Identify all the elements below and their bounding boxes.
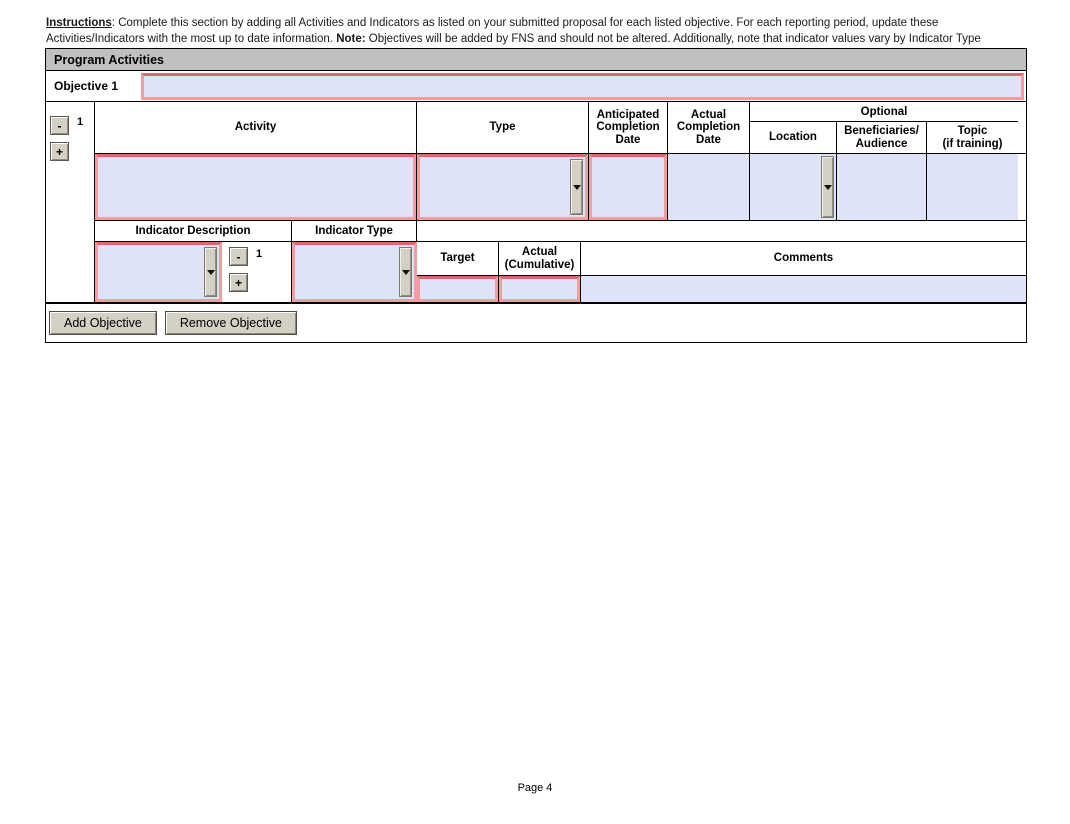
activity-row-number: 1 <box>77 116 84 128</box>
comments-input[interactable] <box>581 276 1026 302</box>
header-anticipated-line1: Anticipated <box>596 108 660 121</box>
indicator-description-combobox[interactable] <box>95 242 222 302</box>
cell-beneficiaries-audience <box>837 154 927 220</box>
header-comments: Comments <box>581 242 1026 276</box>
header-topic-line2: (if training) <box>942 137 1003 150</box>
instructions-label: Instructions <box>46 17 112 29</box>
cell-target <box>417 276 499 302</box>
cell-type <box>417 154 589 220</box>
header-indicator-description: Indicator Description <box>95 221 292 241</box>
cell-comments <box>581 276 1026 302</box>
chevron-down-icon[interactable] <box>204 247 217 297</box>
target-input[interactable] <box>417 276 498 302</box>
instructions-line1: : Complete this section by adding all Ac… <box>46 17 939 45</box>
header-actual-cumulative-line2: (Cumulative) <box>504 258 575 271</box>
chevron-down-icon[interactable] <box>399 247 412 297</box>
header-indicator-spacer <box>417 221 1026 241</box>
instructions-line2-pre: Indicators with the most up to date info… <box>94 32 337 45</box>
cell-anticipated-completion-date <box>589 154 668 220</box>
indicator-metrics-body-row <box>417 276 1026 302</box>
page-number: Page 4 <box>517 782 553 794</box>
indicator-row-number: 1 <box>256 248 263 260</box>
header-beneficiaries-line1: Beneficiaries/ <box>844 125 919 137</box>
remove-activity-row-button[interactable]: - <box>50 116 69 135</box>
header-actual-line3: Date <box>696 133 721 146</box>
remove-indicator-row-button[interactable]: - <box>229 247 248 266</box>
cell-topic <box>927 154 1018 220</box>
actual-cumulative-input[interactable] <box>499 276 580 302</box>
header-anticipated-completion-date: Anticipated Completion Date <box>589 102 668 153</box>
anticipated-completion-date-input[interactable] <box>589 154 667 220</box>
header-beneficiaries-audience: Beneficiaries/ Audience <box>837 122 927 153</box>
header-actual-line1: Actual <box>690 108 727 121</box>
header-type: Type <box>417 102 589 153</box>
header-actual-line2: Completion <box>676 121 741 134</box>
cell-actual-cumulative <box>499 276 581 302</box>
header-activity: Activity <box>95 102 417 153</box>
indicator-metrics-header-row: Target Actual (Cumulative) Comments <box>417 242 1026 276</box>
section-title: Program Activities <box>46 49 1026 71</box>
topic-input[interactable] <box>927 154 1018 220</box>
header-actual-cumulative: Actual (Cumulative) <box>499 242 581 276</box>
header-actual-cumulative-line1: Actual <box>521 246 558 258</box>
cell-indicator-description: - + 1 <box>95 242 292 302</box>
instructions-note-label: Note: <box>336 32 366 45</box>
header-actual-completion-date: Actual Completion Date <box>668 102 750 153</box>
cell-location <box>750 154 837 220</box>
objective-button-bar: Add Objective Remove Objective <box>46 304 1026 342</box>
header-topic-line1: Topic <box>957 125 988 137</box>
location-combobox[interactable] <box>750 154 836 220</box>
activity-row-controls: - + 1 <box>46 102 95 302</box>
header-indicator-type: Indicator Type <box>292 221 417 241</box>
add-indicator-row-button[interactable]: + <box>229 273 248 292</box>
objective-label: Objective 1 <box>46 71 141 101</box>
header-location: Location <box>750 122 837 153</box>
chevron-down-icon[interactable] <box>821 156 834 218</box>
indicator-metrics-group: Target Actual (Cumulative) Comments <box>417 242 1026 302</box>
cell-indicator-type <box>292 242 417 302</box>
indicator-row-controls: - + 1 <box>222 242 292 302</box>
indicator-header-row: Indicator Description Indicator Type <box>95 221 1026 242</box>
indicator-type-combobox[interactable] <box>292 242 417 302</box>
header-anticipated-line2: Completion <box>596 121 660 134</box>
add-activity-row-button[interactable]: + <box>50 142 69 161</box>
program-activities-form: Program Activities Objective 1 - + 1 Act… <box>45 48 1027 343</box>
add-objective-button[interactable]: Add Objective <box>49 311 157 335</box>
activities-grid-body: Activity Type Anticipated Completion Dat… <box>95 102 1026 302</box>
beneficiaries-audience-input[interactable] <box>837 154 926 220</box>
type-combobox[interactable] <box>417 154 588 220</box>
cell-activity <box>95 154 417 220</box>
header-anticipated-line3: Date <box>615 133 641 146</box>
header-optional-subrow: Location Beneficiaries/ Audience Topic (… <box>750 122 1018 153</box>
objective-input[interactable] <box>141 73 1024 100</box>
page-footer: Page 4 <box>0 782 1070 794</box>
activity-input[interactable] <box>95 154 416 220</box>
header-optional-group: Optional Location Beneficiaries/ Audienc… <box>750 102 1018 153</box>
header-target: Target <box>417 242 499 276</box>
header-topic: Topic (if training) <box>927 122 1018 153</box>
objective-field-wrapper <box>141 71 1026 101</box>
header-beneficiaries-line2: Audience <box>855 137 908 150</box>
chevron-down-icon[interactable] <box>570 159 583 215</box>
activities-grid: - + 1 Activity Type Anticipated Completi… <box>46 102 1026 304</box>
activity-input-row <box>95 154 1026 221</box>
header-optional: Optional <box>750 102 1018 122</box>
remove-objective-button[interactable]: Remove Objective <box>164 311 297 335</box>
actual-completion-date-input[interactable] <box>668 154 749 220</box>
objective-row: Objective 1 <box>46 71 1026 102</box>
indicator-input-row: - + 1 Target <box>95 242 1026 302</box>
activity-header-row: Activity Type Anticipated Completion Dat… <box>95 102 1026 154</box>
cell-actual-completion-date <box>668 154 750 220</box>
